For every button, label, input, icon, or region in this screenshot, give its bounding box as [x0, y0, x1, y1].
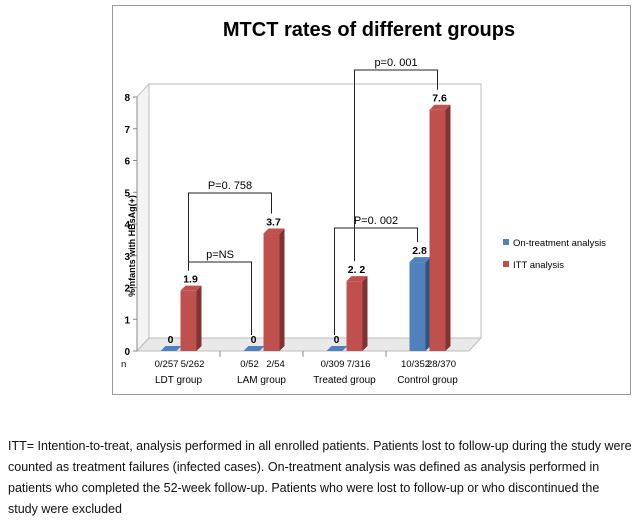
bar-side [279, 228, 285, 351]
bar-side [362, 276, 368, 351]
annotation-p002-label: P=0. 002 [354, 215, 398, 227]
figure-caption: ITT= Intention-to-treat, analysis perfor… [8, 439, 632, 516]
bar-side [425, 257, 431, 351]
bar-itt [263, 233, 280, 351]
y-tick-label: 1 [124, 315, 130, 326]
data-label: 2. 2 [348, 264, 366, 276]
y-tick-label: 7 [124, 125, 130, 136]
bar-itt [346, 281, 363, 351]
legend-label: ITT analysis [513, 260, 564, 271]
bar-on-treatment [326, 346, 348, 351]
x-count-label: 0/257 [155, 359, 179, 370]
legend-swatch [503, 239, 509, 245]
bar-itt [429, 109, 446, 351]
data-label: 0 [334, 334, 340, 346]
data-label: 0 [168, 334, 174, 346]
y-tick-label: 2 [124, 284, 130, 295]
bar-top [346, 276, 368, 282]
y-tick-label: 3 [124, 252, 130, 263]
y-tick-label: 4 [124, 220, 130, 231]
data-label: 2.8 [412, 245, 427, 257]
bar-on-treatment [160, 346, 182, 351]
bar-top [263, 228, 285, 234]
y-tick-label: 8 [124, 93, 130, 104]
plot-area: 0 1 2 3 4 5 6 7 8 0 1.9 0/257 5/262 LDT group 0 3.7 0/52… [121, 57, 606, 386]
chart-frame: MTCT rates of different groups %infants … [112, 5, 631, 395]
data-label: 1.9 [183, 274, 198, 286]
annotation-p001-line [354, 69, 438, 262]
x-count-label: 5/262 [181, 359, 205, 370]
annotation-p758-label: P=0. 758 [208, 180, 252, 192]
chart-svg: MTCT rates of different groups %infants … [121, 19, 606, 386]
x-count-label: 7/316 [347, 359, 371, 370]
annotation-p002-line [334, 227, 418, 335]
x-row-label: n [121, 359, 126, 370]
y-tick-label: 5 [124, 188, 130, 199]
data-label: 3.7 [266, 217, 281, 229]
x-count-label: 10/352 [401, 359, 430, 370]
y-axis-label: %infants with HBsAg(+) [127, 195, 137, 297]
bar-on-treatment [243, 346, 265, 351]
data-label: 7.6 [432, 93, 447, 105]
x-count-label: 0/52 [240, 359, 259, 370]
data-label: 0 [251, 334, 257, 346]
x-count-label: 28/370 [427, 359, 456, 370]
x-category-label: Control group [397, 375, 458, 386]
bar-itt [180, 290, 197, 351]
x-category-label: Treated group [313, 375, 376, 386]
bar-top [409, 257, 431, 263]
y-tick-label: 0 [124, 347, 130, 358]
bar-side [196, 285, 202, 351]
annotation-p758-line [188, 192, 272, 271]
annotation-p001-label: p=0. 001 [374, 57, 417, 69]
x-count-label: 0/309 [321, 359, 345, 370]
annotation-pns-label: p=NS [206, 249, 234, 261]
chart-title: MTCT rates of different groups [223, 19, 515, 41]
legend-swatch [503, 261, 509, 267]
bar-top [180, 285, 202, 291]
bar-on-treatment [409, 262, 426, 351]
x-category-label: LAM group [237, 375, 286, 386]
x-count-label: 2/54 [266, 359, 285, 370]
legend-label: On-treatment analysis [513, 238, 606, 249]
side-wall [136, 82, 150, 353]
y-tick-label: 6 [124, 157, 130, 168]
bar-top [429, 104, 451, 110]
bar-side [445, 104, 451, 351]
x-category-label: LDT group [155, 375, 203, 386]
